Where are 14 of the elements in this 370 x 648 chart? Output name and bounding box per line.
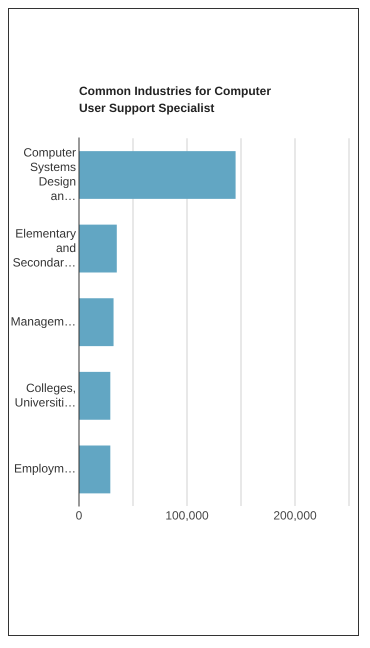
x-tick-label: 100,000 [165,508,210,523]
x-tick-label: 0 [76,508,83,523]
bar [80,445,110,494]
x-tick-label: 200,000 [273,508,318,523]
y-tick-label: Employm… [14,462,76,476]
y-tick-label: Managem… [10,314,76,329]
bar [80,298,114,346]
y-tick-label: Elementary and Secondar… [12,226,76,270]
bar [80,151,236,199]
chart-title: Common Industries for Computer User Support Specialist [79,83,272,117]
bar [80,224,117,273]
y-tick-label: Colleges, Universiti… [14,380,76,410]
y-tick-label: Computer Systems Design an… [23,146,76,203]
bar [80,372,110,420]
